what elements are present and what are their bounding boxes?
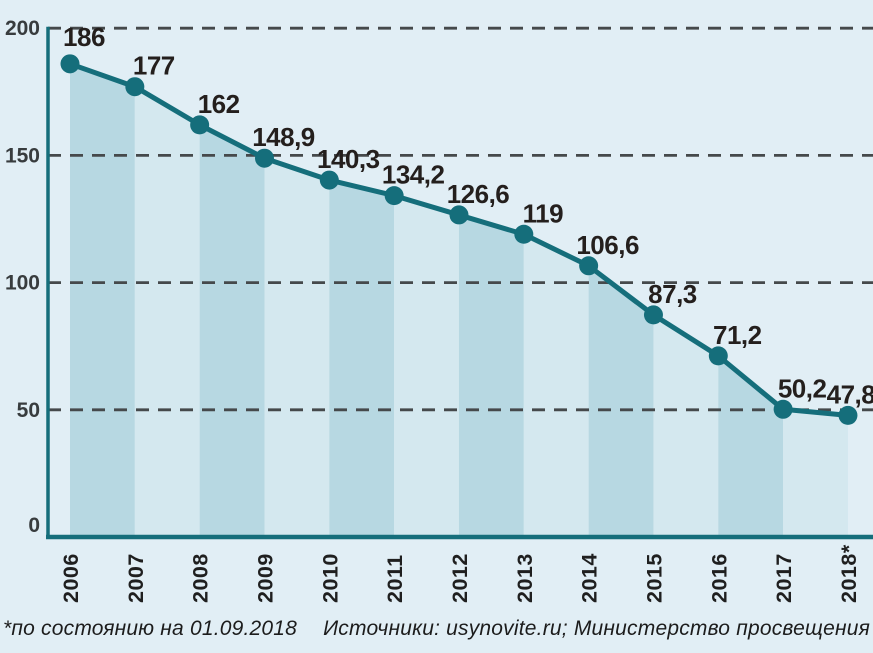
area-band bbox=[134, 86, 200, 537]
y-tick-label: 50 bbox=[17, 399, 40, 422]
data-point-marker bbox=[708, 346, 728, 366]
area-band bbox=[329, 180, 395, 538]
data-point-marker bbox=[384, 186, 404, 206]
x-tick-label: 2015 bbox=[642, 553, 666, 603]
value-label: 177 bbox=[133, 51, 175, 81]
data-point-marker bbox=[579, 256, 599, 276]
x-tick-label: 2014 bbox=[578, 553, 602, 603]
data-point-marker bbox=[60, 54, 80, 74]
sources-text: Источники: usynovite.ru; Министерство пр… bbox=[323, 617, 873, 640]
data-point-marker bbox=[254, 148, 274, 168]
value-label: 71,2 bbox=[713, 320, 762, 350]
data-point-marker bbox=[514, 224, 534, 244]
y-tick-label: 150 bbox=[5, 144, 40, 167]
value-label: 148,9 bbox=[252, 122, 315, 152]
data-point-marker bbox=[773, 399, 793, 419]
data-point-marker bbox=[449, 205, 469, 225]
chart-footnote: *по состоянию на 01.09.2018 Источники: us… bbox=[3, 617, 873, 641]
x-tick-label: 2008 bbox=[189, 553, 213, 603]
area-band bbox=[70, 63, 135, 537]
y-tick-label: 200 bbox=[5, 17, 40, 40]
x-tick-label: 2009 bbox=[253, 553, 277, 603]
area-band bbox=[394, 195, 459, 537]
value-label: 134,2 bbox=[382, 160, 445, 190]
area-band bbox=[264, 158, 330, 537]
x-tick-label: 2010 bbox=[318, 553, 342, 603]
x-tick-label: 2007 bbox=[124, 553, 148, 603]
x-tick-label: 2017 bbox=[772, 553, 796, 603]
area-band bbox=[458, 214, 524, 537]
value-label: 162 bbox=[198, 89, 240, 119]
data-point-marker bbox=[190, 115, 210, 135]
value-label: 106,6 bbox=[576, 230, 639, 260]
x-tick-label: 2018* bbox=[837, 544, 861, 603]
value-label: 50,2 bbox=[778, 373, 827, 403]
area-band bbox=[199, 124, 265, 537]
value-label: 140,3 bbox=[317, 144, 380, 174]
x-tick-label: 2006 bbox=[59, 553, 83, 603]
area-band bbox=[783, 409, 848, 537]
area-band bbox=[588, 265, 654, 537]
x-tick-label: 2016 bbox=[707, 553, 731, 603]
area-band bbox=[653, 314, 719, 537]
value-label: 186 bbox=[63, 22, 105, 52]
data-point-marker bbox=[125, 77, 145, 97]
footnote-text: *по состоянию на 01.09.2018 bbox=[3, 617, 298, 640]
data-point-marker bbox=[643, 305, 663, 325]
area-band bbox=[523, 234, 589, 537]
y-tick-label: 100 bbox=[5, 272, 40, 295]
data-point-marker bbox=[319, 170, 339, 190]
value-label: 126,6 bbox=[447, 179, 510, 209]
x-tick-label: 2013 bbox=[513, 553, 537, 603]
y-tick-label: 0 bbox=[28, 514, 40, 537]
value-label: 119 bbox=[523, 198, 563, 228]
value-label: 87,3 bbox=[648, 279, 697, 309]
x-tick-label: 2012 bbox=[448, 553, 472, 603]
value-label: 47,8 bbox=[827, 379, 873, 409]
area-band bbox=[718, 355, 784, 537]
x-tick-label: 2011 bbox=[383, 554, 407, 603]
data-point-marker bbox=[838, 405, 858, 425]
